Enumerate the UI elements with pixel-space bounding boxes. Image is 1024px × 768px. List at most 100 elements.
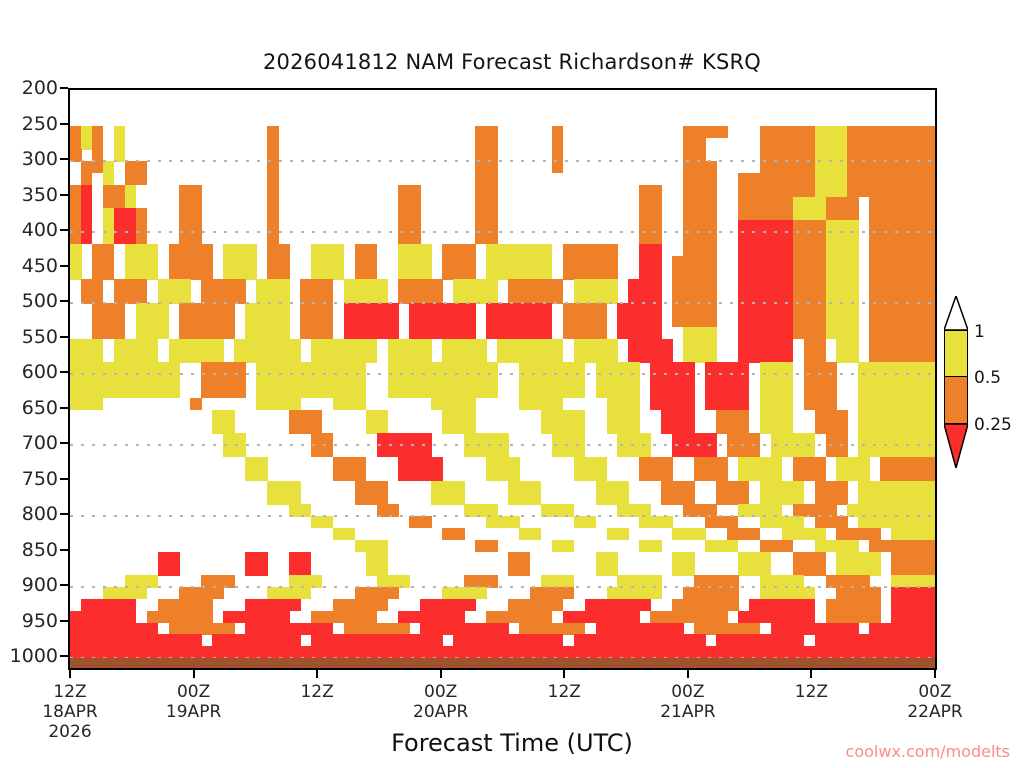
heatmap-cell [716,634,805,647]
y-axis: 200 250 300 350 400 450 500 550 600 650 700 750 800 8… [0,77,68,670]
heatmap-cell [803,385,838,399]
heatmap-cell [507,291,564,304]
heatmap-cell [354,267,378,280]
heatmap-cell [475,149,498,162]
x-tick-label: 12Z [794,682,829,702]
heatmap-cell [737,196,794,209]
heatmap-cell [398,220,421,233]
heatmap-cell [409,314,476,328]
heatmap-cell [245,303,290,316]
heatmap-cell [91,149,104,174]
heatmap-cell [792,243,827,257]
heatmap-cell [442,409,476,422]
heatmap-cell [836,587,881,600]
heatmap-cell [825,575,870,588]
heatmap-cell [135,326,170,340]
heatmap-cell [573,468,608,482]
heatmap-cell [584,598,651,612]
heatmap-cell [814,492,848,505]
heatmap-cell [113,232,137,245]
heatmap-cell [310,516,334,529]
heatmap-cell [91,326,126,340]
heatmap-cell [113,220,137,233]
heatmap-cell [223,243,257,257]
heatmap-cell [683,243,717,257]
heatmap-cell [442,243,476,257]
heatmap-cell [398,208,421,221]
heatmap-cell [431,480,465,493]
heatmap-cell [179,232,202,245]
heatmap-cell [814,409,848,422]
heatmap-cell [245,326,290,340]
heatmap-cell [748,598,816,612]
heatmap-cell [891,551,935,564]
heatmap-cell [310,338,378,351]
heatmap-cell [836,338,859,351]
heatmap-cell [157,291,192,304]
heatmap-cell [770,445,816,458]
heatmap-cell [551,125,564,138]
heatmap-cell [792,303,827,316]
heatmap-cell [683,125,706,138]
y-tick-label: 750 [21,467,58,490]
heatmap-cell [376,433,432,446]
heatmap-cell [267,184,279,198]
heatmap-cell [825,220,859,233]
heatmap-cell [672,445,717,458]
heatmap-cell [705,362,750,375]
heatmap-cell [759,575,805,588]
heatmap-cell [464,433,509,446]
heatmap-cell [124,255,159,269]
heatmap-cell [223,255,257,269]
heatmap-cell [650,610,728,624]
heatmap-cell [891,610,935,624]
heatmap-cell [168,622,235,635]
heatmap-cell [343,314,400,328]
heatmap-cell [245,622,334,635]
heatmap-cell [836,551,881,564]
heatmap-cell [825,232,859,245]
heatmap-cell [683,232,717,245]
heatmap-cell [387,385,498,399]
heatmap-cell [759,516,805,529]
heatmap-cell [201,291,246,304]
heatmap-cell [540,409,586,422]
heatmap-cell [267,480,301,493]
colorbar-extend-top-outline [944,296,968,330]
heatmap-cell [672,314,717,328]
heatmap-cell [70,634,202,647]
heatmap-cell [825,433,848,446]
heatmap-cell [398,456,443,470]
heatmap-cell [683,504,717,517]
heatmap-cell [70,610,137,624]
heatmap-cell [442,587,487,600]
heatmap-cell [759,492,805,505]
heatmap-cell [869,267,935,280]
heatmap-cell [124,243,159,257]
x-tick [192,670,195,678]
heatmap-cell [847,504,935,517]
x-tick-label: 00Z 21APR [660,682,716,722]
y-tick [60,371,68,373]
heatmap-cell [869,326,935,340]
heatmap-cell [737,208,794,221]
y-tick [60,335,68,338]
heatmap-cell [737,610,816,624]
heatmap-cell [442,255,476,269]
heatmap-cell [562,267,619,280]
heatmap-cell [650,374,695,387]
x-tick [316,670,319,678]
heatmap-cell [91,303,126,316]
heatmap-cell [759,125,816,138]
y-tick [60,584,68,586]
y-tick [60,264,68,267]
heatmap-cell [803,350,827,363]
heatmap-cell [759,421,794,434]
heatmap-cell [814,184,848,198]
heatmap-cell [891,161,935,174]
heatmap-cell [70,125,82,138]
heatmap-cell [825,243,859,257]
heatmap-cell [475,125,498,138]
heatmap-cell [683,161,717,174]
heatmap-cell [759,409,794,422]
